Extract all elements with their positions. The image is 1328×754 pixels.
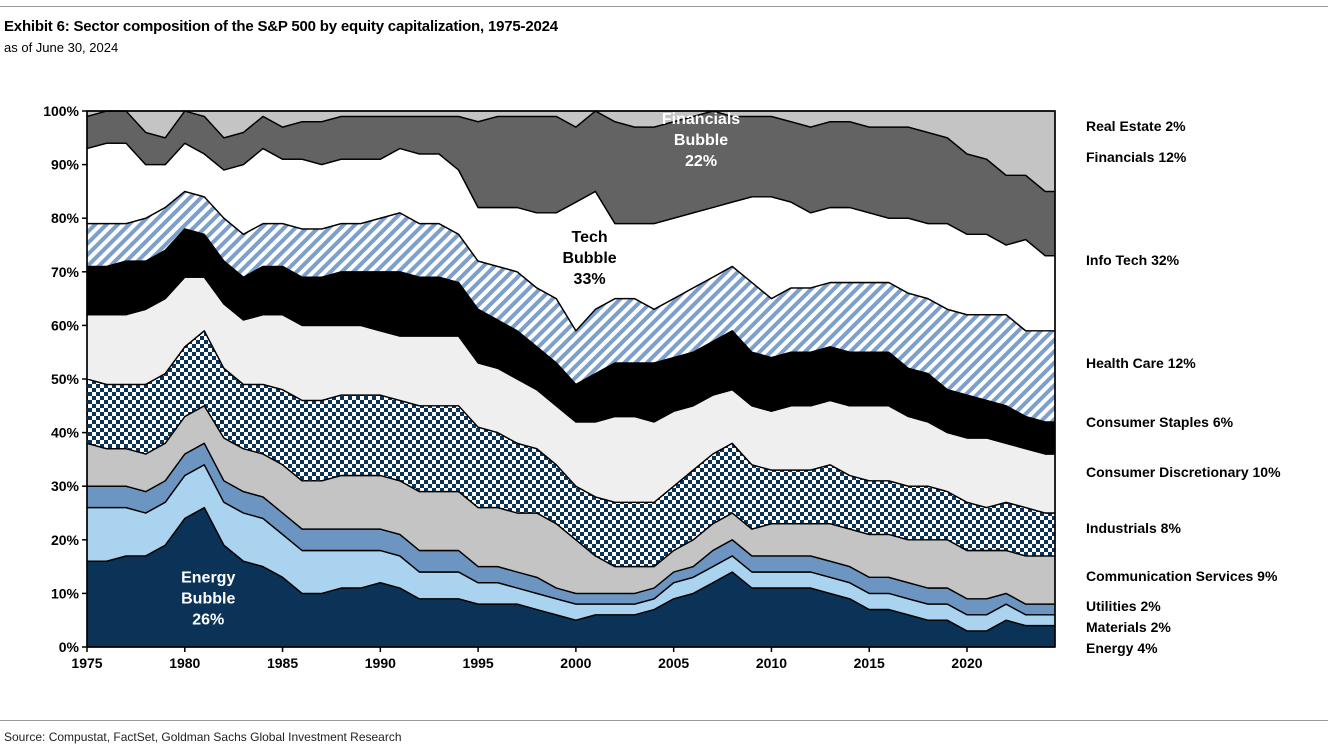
x-tick-label: 2010: [756, 655, 787, 671]
y-tick-label: 80%: [51, 210, 80, 226]
source-note: Source: Compustat, FactSet, Goldman Sach…: [4, 730, 402, 744]
x-tick-label: 1990: [365, 655, 396, 671]
top-rule: [0, 6, 1328, 7]
x-tick-label: 1995: [463, 655, 494, 671]
legend-real-estate-2: Real Estate 2%: [1086, 118, 1186, 134]
chart-subtitle: as of June 30, 2024: [4, 40, 119, 55]
y-tick-label: 60%: [51, 317, 80, 333]
y-tick-label: 20%: [51, 532, 80, 548]
x-tick-label: 2000: [560, 655, 591, 671]
x-tick-label: 1975: [71, 655, 102, 671]
x-tick-label: 1980: [169, 655, 200, 671]
y-tick-label: 50%: [51, 371, 80, 387]
y-tick-label: 40%: [51, 425, 80, 441]
x-tick-label: 2005: [658, 655, 689, 671]
legend-financials-12: Financials 12%: [1086, 149, 1187, 165]
legend: Real Estate 2% Financials 12% Info Tech 32…: [1086, 118, 1281, 656]
x-tick-label: 2015: [854, 655, 885, 671]
y-tick-label: 100%: [43, 103, 79, 119]
legend-consumer-staples-6: Consumer Staples 6%: [1086, 414, 1234, 430]
x-tick-label: 1985: [267, 655, 298, 671]
sector-area-chart: 0% 10% 20% 30% 40% 50% 60% 70% 80% 90% 100% 1975 198…: [43, 103, 1281, 671]
annotation-financials-bubble: Financials Bubble 22%: [662, 111, 740, 170]
area-layers: [86, 110, 1056, 648]
legend-info-tech-32: Info Tech 32%: [1086, 252, 1180, 268]
legend-communication-services-9: Communication Services 9%: [1086, 568, 1278, 584]
legend-industrials-8: Industrials 8%: [1086, 520, 1181, 536]
y-tick-label: 90%: [51, 157, 80, 173]
y-tick-label: 0%: [59, 639, 80, 655]
legend-consumer-discretionary-10: Consumer Discretionary 10%: [1086, 464, 1281, 480]
y-tick-label: 30%: [51, 478, 80, 494]
chart-title: Exhibit 6: Sector composition of the S&P…: [4, 18, 558, 35]
legend-energy-4: Energy 4%: [1086, 640, 1158, 656]
x-tick-label: 2020: [951, 655, 982, 671]
annotations: Energy Bubble 26% Tech Bubble 33% Financials Bu…: [181, 111, 740, 628]
y-tick-label: 10%: [51, 585, 80, 601]
y-tick-label: 70%: [51, 264, 80, 280]
annotation-energy-bubble: Energy Bubble 26%: [181, 569, 235, 628]
legend-health-care-12: Health Care 12%: [1086, 355, 1196, 371]
legend-utilities-2: Utilities 2%: [1086, 598, 1161, 614]
annotation-tech-bubble: Tech Bubble 33%: [562, 229, 616, 288]
bottom-rule: [0, 720, 1328, 721]
axes: 0% 10% 20% 30% 40% 50% 60% 70% 80% 90% 100% 1975 198…: [43, 103, 1056, 671]
legend-materials-2: Materials 2%: [1086, 619, 1171, 635]
